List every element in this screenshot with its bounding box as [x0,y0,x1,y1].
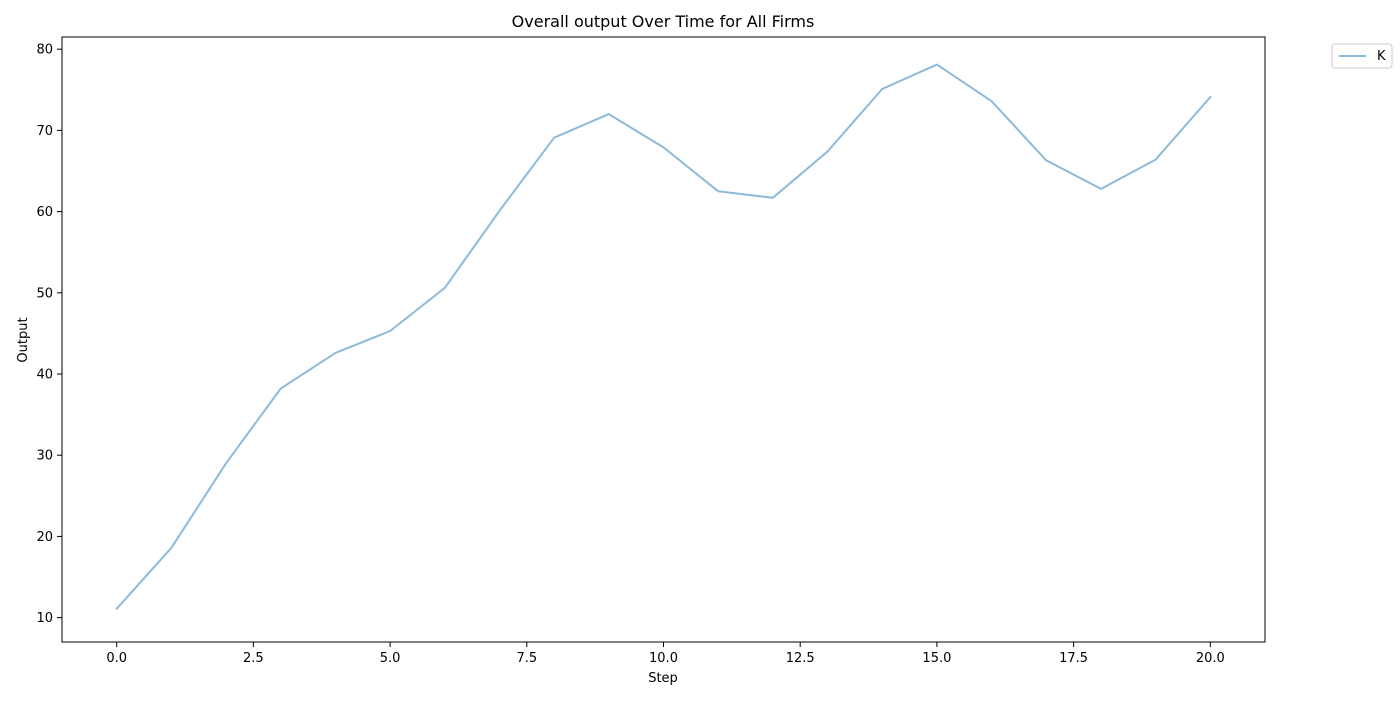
y-tick-label: 30 [36,449,53,464]
x-tick-label: 15.0 [922,651,951,666]
x-axis-label: Step [648,671,678,686]
series-layer [115,63,1212,611]
series-line [115,63,1212,611]
y-axis-ticks: 10 20 30 40 50 60 70 80 [36,43,62,626]
y-axis-label: Output [16,317,31,362]
y-tick-label: 10 [36,611,53,626]
x-tick-label: 0.0 [106,651,127,666]
x-axis-ticks: 0.0 2.5 5.0 7.5 10.0 12.5 15.0 17.5 20.0 [106,642,1225,666]
y-tick-label: 50 [36,286,53,301]
y-tick-label: 40 [36,368,53,383]
legend-label: K [1377,49,1386,64]
x-tick-label: 2.5 [243,651,264,666]
x-tick-label: 17.5 [1059,651,1088,666]
x-tick-label: 5.0 [380,651,401,666]
plot-area [61,36,1266,643]
y-tick-label: 20 [36,530,53,545]
chart-title: Overall output Over Time for All Firms [512,12,815,31]
x-tick-label: 20.0 [1196,651,1225,666]
x-tick-label: 7.5 [516,651,537,666]
x-tick-label: 10.0 [649,651,678,666]
y-tick-label: 70 [36,124,53,139]
y-tick-label: 80 [36,43,53,58]
y-tick-label: 60 [36,205,53,220]
x-tick-label: 12.5 [786,651,815,666]
legend: K [1331,43,1393,69]
